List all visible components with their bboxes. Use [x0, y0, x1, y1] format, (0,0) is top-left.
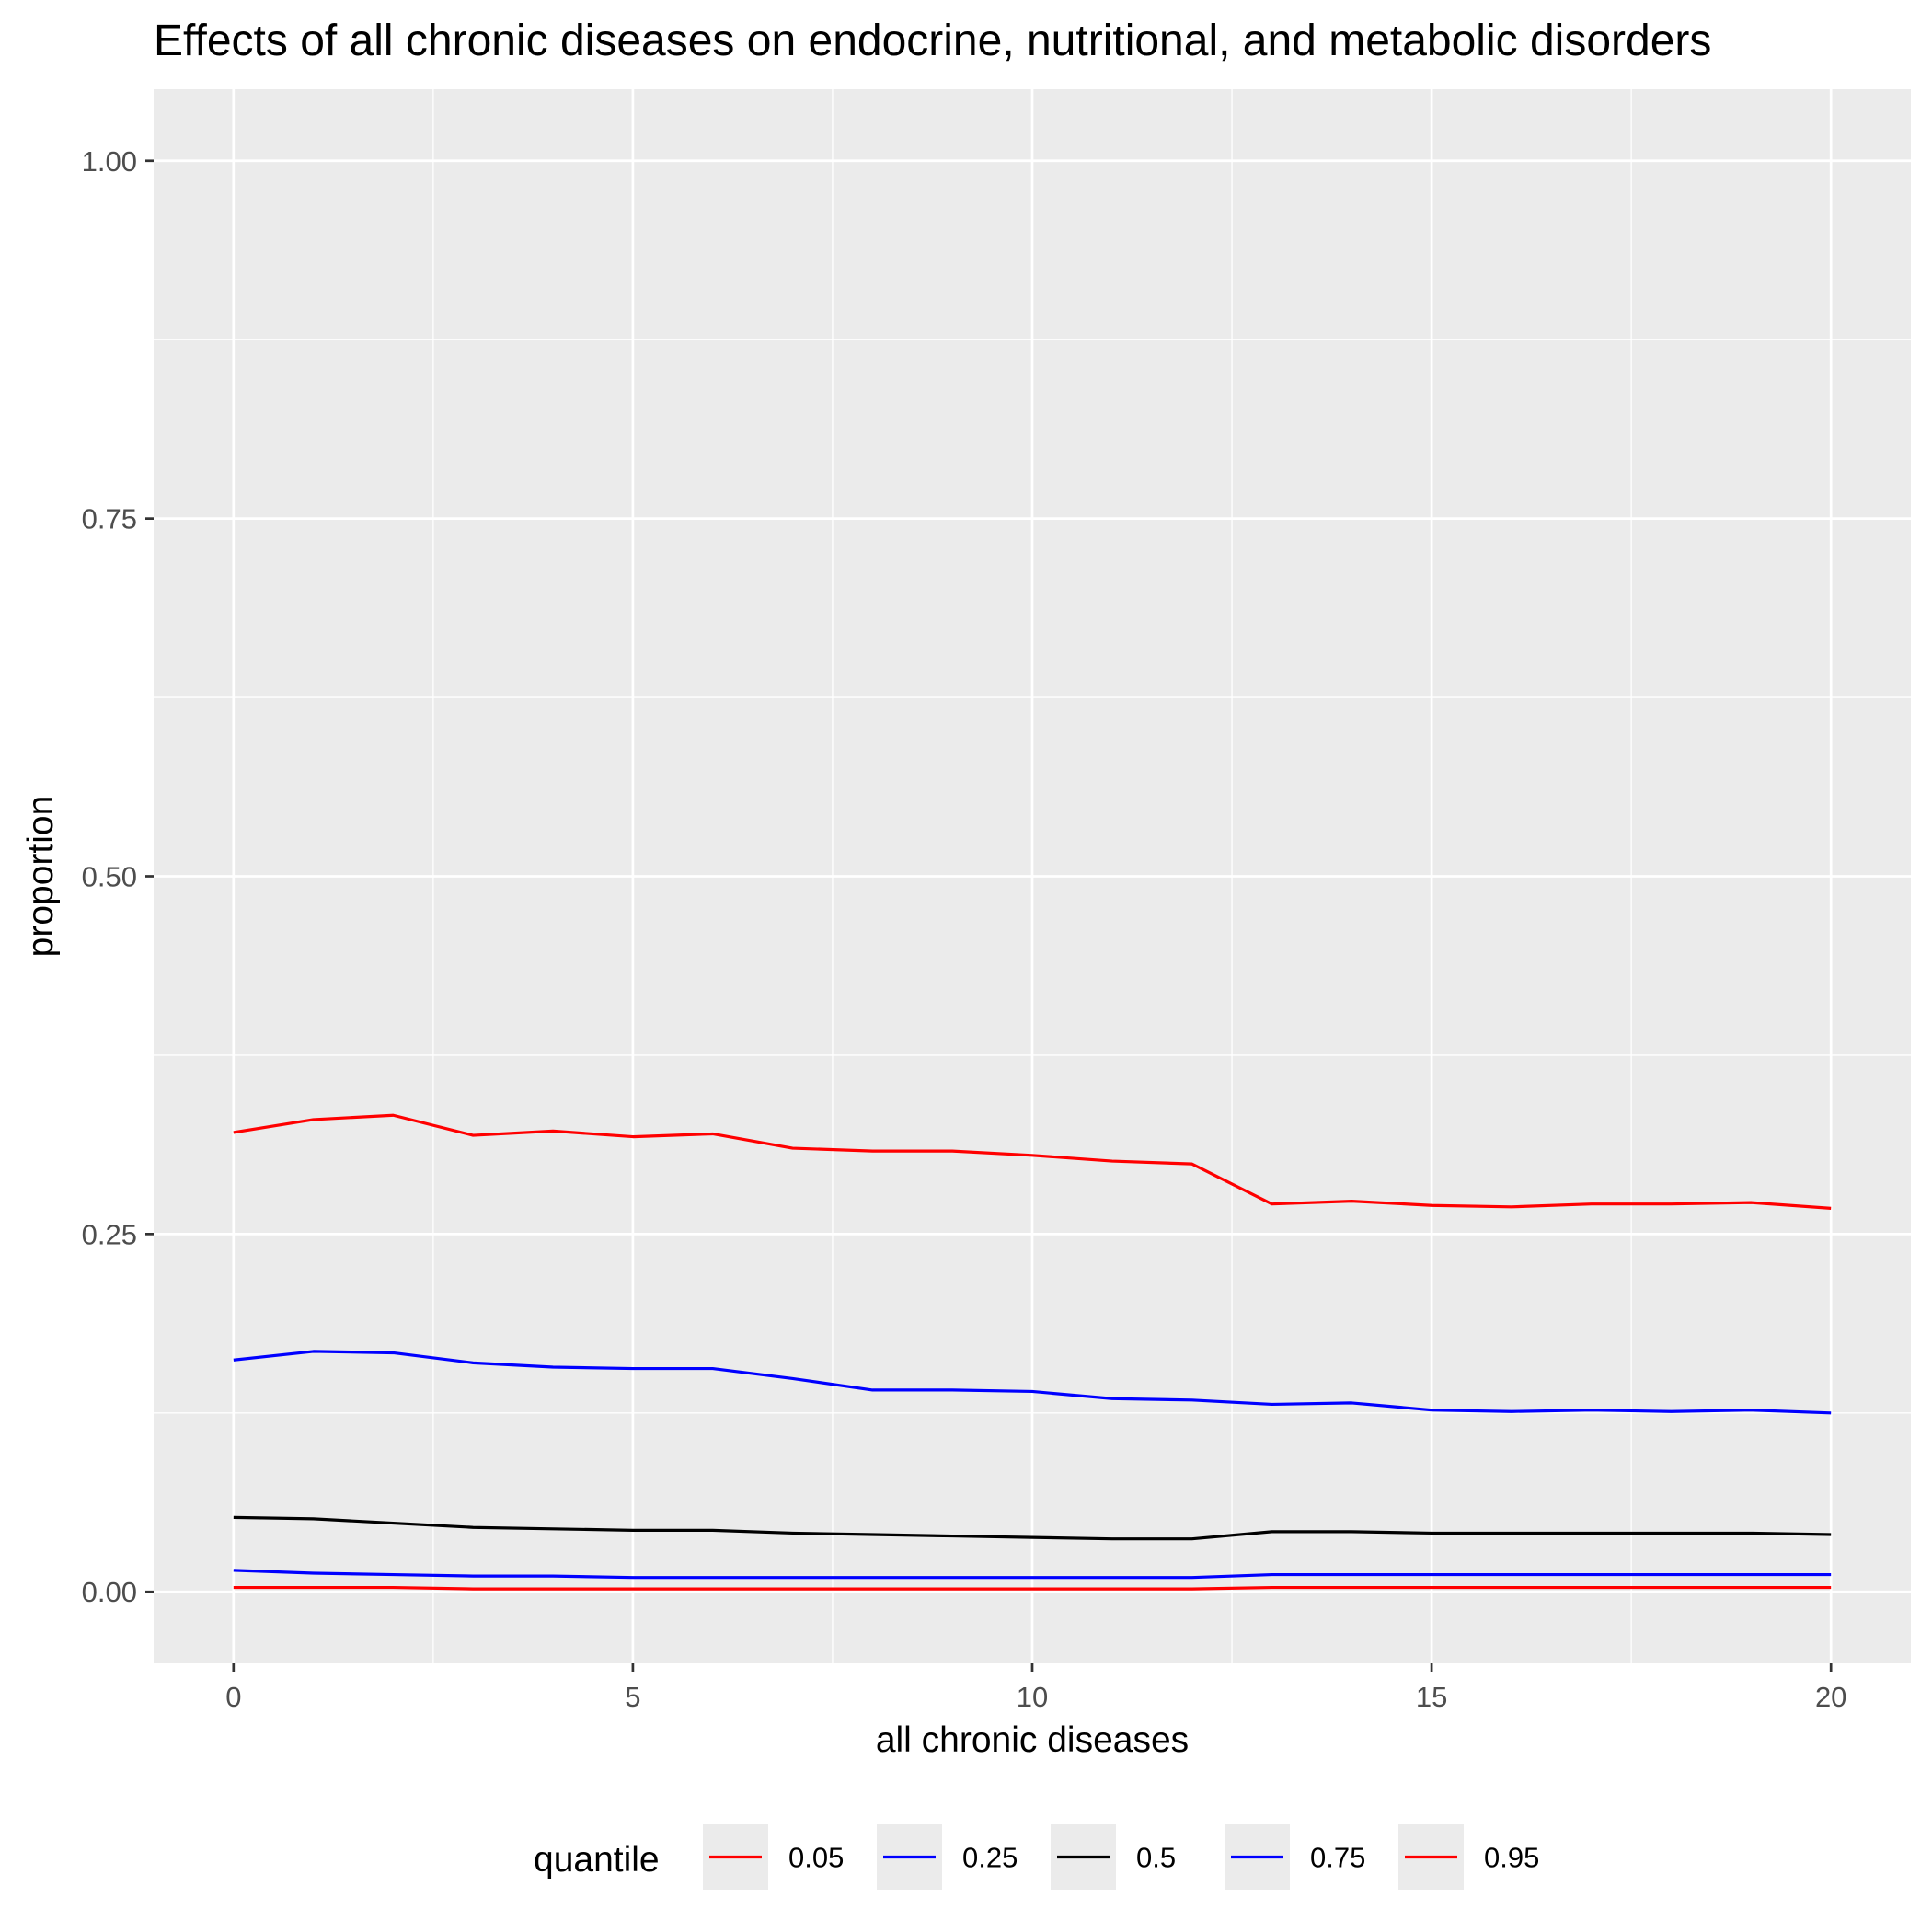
chart-title: Effects of all chronic diseases on endoc… [154, 17, 1711, 65]
y-tick-label: 0.50 [82, 861, 137, 893]
y-tick-label: 1.00 [82, 145, 137, 178]
legend-label: 0.5 [1136, 1842, 1176, 1874]
grid-major [154, 89, 1911, 1663]
series-line-0.75 [233, 1350, 1832, 1415]
y-axis-title: proportion [21, 796, 61, 958]
x-tick-label: 15 [1416, 1681, 1447, 1713]
series-line-0.5 [233, 1515, 1832, 1541]
legend-item-0.75: 0.75 [1225, 1824, 1365, 1890]
series-line-0.25 [233, 1569, 1832, 1580]
x-axis-title: all chronic diseases [876, 1720, 1189, 1760]
x-tick-label: 10 [1017, 1681, 1048, 1713]
legend-item-0.5: 0.5 [1051, 1824, 1176, 1890]
series-line-0.05 [233, 1585, 1832, 1591]
legend-item-0.25: 0.25 [877, 1824, 1018, 1890]
y-tick-label: 0.75 [82, 503, 137, 535]
legend-item-0.05: 0.05 [703, 1824, 844, 1890]
legend: quantile 0.05 0.25 0.5 0.75 0.95 [534, 1824, 1539, 1890]
series-line-0.95 [233, 1113, 1832, 1210]
x-tick-label: 20 [1815, 1681, 1846, 1713]
legend-items: 0.05 0.25 0.5 0.75 0.95 [703, 1824, 1539, 1890]
legend-label: 0.95 [1484, 1842, 1539, 1874]
legend-label: 0.75 [1310, 1842, 1365, 1874]
series-lines [233, 1113, 1832, 1591]
x-tick-label: 0 [225, 1681, 241, 1713]
y-axis: 0.00 0.25 0.50 0.75 1.00 [82, 145, 154, 1608]
y-tick-label: 0.00 [82, 1576, 137, 1608]
legend-item-0.95: 0.95 [1398, 1824, 1539, 1890]
x-axis: 0 5 10 15 20 [225, 1663, 1846, 1713]
y-tick-label: 0.25 [82, 1218, 137, 1250]
legend-label: 0.05 [788, 1842, 844, 1874]
legend-label: 0.25 [962, 1842, 1018, 1874]
legend-title: quantile [534, 1840, 660, 1880]
x-tick-label: 5 [625, 1681, 640, 1713]
